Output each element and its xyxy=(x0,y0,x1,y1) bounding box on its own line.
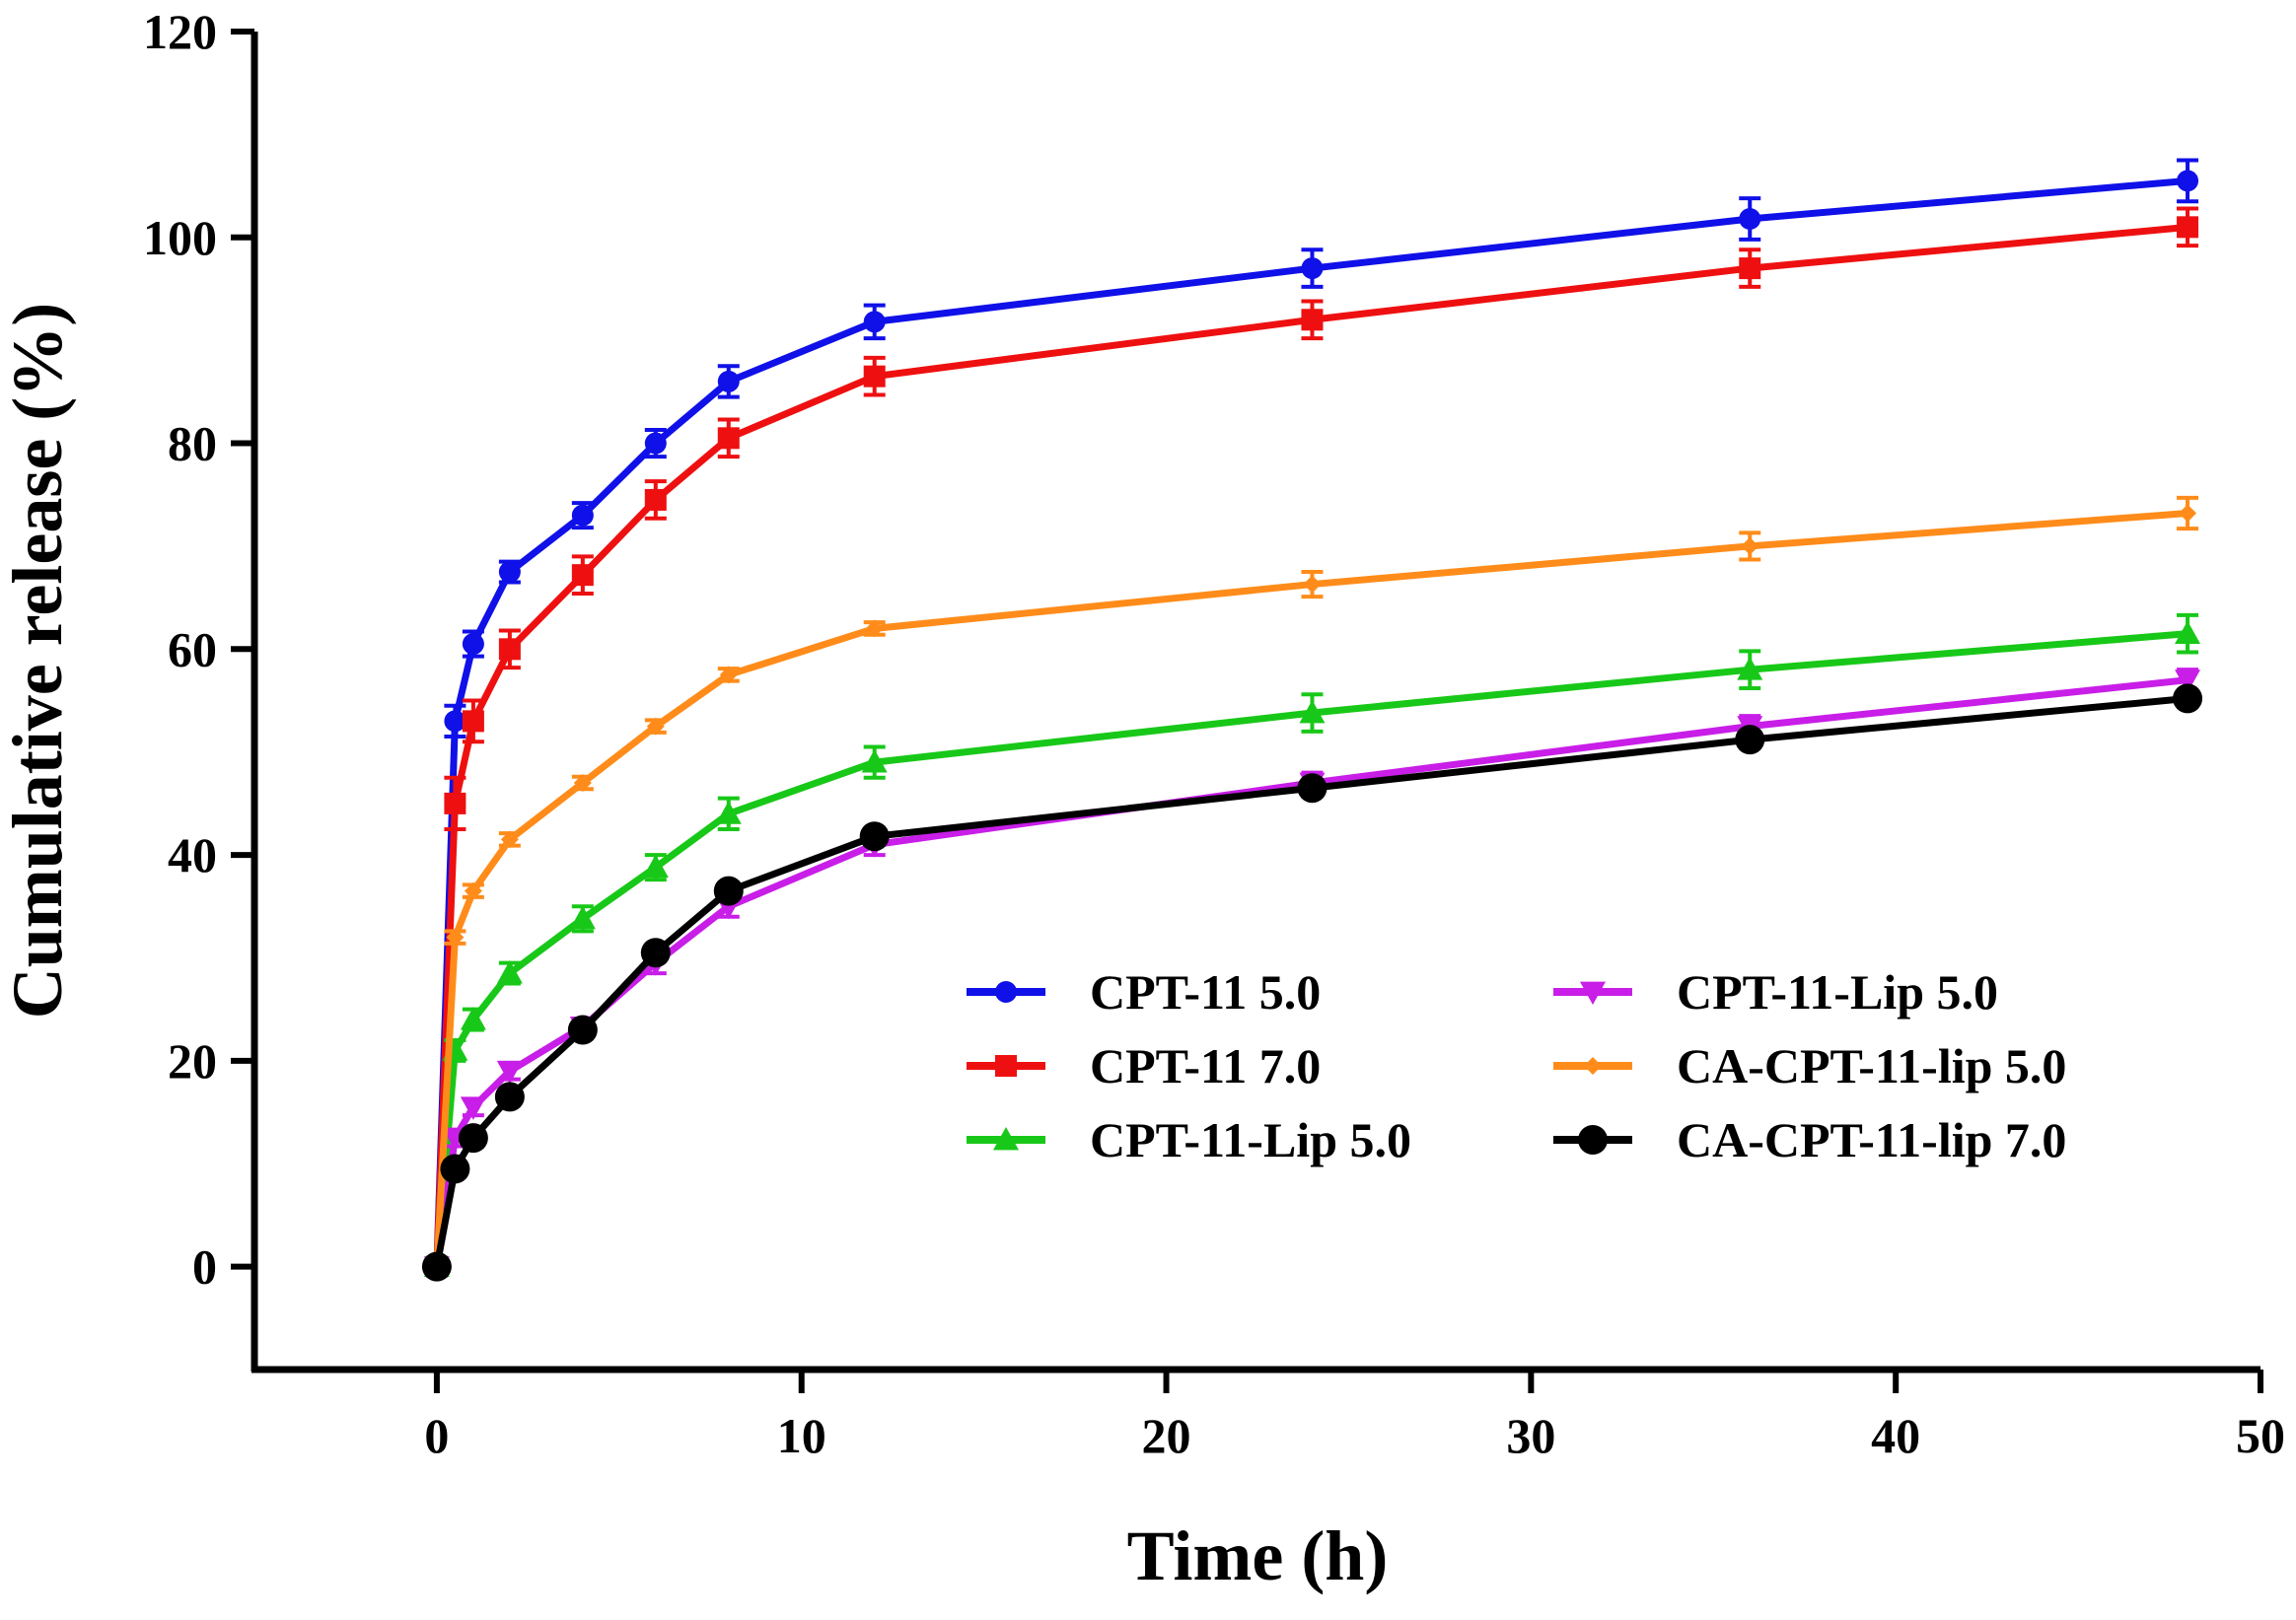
legend-label: CPT-11 7.0 xyxy=(1090,1038,1321,1093)
legend-label: CA-CPT-11-lip 7.0 xyxy=(1677,1112,2066,1167)
data-point xyxy=(444,792,466,814)
data-point xyxy=(1297,773,1327,804)
data-point xyxy=(2179,504,2197,523)
legend-item: CPT-11-Lip 5.0 xyxy=(1553,964,1998,1020)
legend-swatch-marker xyxy=(1584,1057,1602,1075)
legend-swatch-marker xyxy=(993,1127,1019,1151)
data-point xyxy=(458,1123,488,1154)
data-point xyxy=(863,311,886,333)
data-point xyxy=(717,427,740,450)
legend-item: CPT-11 5.0 xyxy=(967,964,1321,1020)
data-point xyxy=(460,1096,486,1120)
legend-label: CPT-11 5.0 xyxy=(1090,964,1321,1020)
legend-swatch-marker xyxy=(1578,1125,1608,1155)
series-3 xyxy=(423,612,2201,1278)
data-point xyxy=(440,1154,470,1184)
y-tick-label: 100 xyxy=(143,210,217,265)
legend-swatch-marker xyxy=(995,1055,1017,1077)
data-point xyxy=(865,619,884,638)
data-point xyxy=(1739,207,1761,230)
data-point xyxy=(462,710,484,733)
x-tick-label: 0 xyxy=(424,1408,449,1463)
y-axis-title: Cumulative release (%) xyxy=(0,303,77,1020)
x-axis-title: Time (h) xyxy=(1127,1516,1389,1595)
y-tick-label: 120 xyxy=(143,4,217,59)
data-point xyxy=(496,1060,523,1085)
data-point xyxy=(1301,309,1324,331)
data-point xyxy=(569,905,596,930)
data-point xyxy=(1739,257,1761,280)
series-2 xyxy=(425,206,2199,1278)
y-tick-label: 40 xyxy=(168,827,217,882)
series-5 xyxy=(427,495,2199,1276)
data-point xyxy=(2177,216,2199,239)
data-point xyxy=(462,633,484,656)
legend-item: CA-CPT-11-lip 5.0 xyxy=(1553,1038,2066,1093)
legend-item: CPT-11-Lip 5.0 xyxy=(967,1112,1411,1167)
data-point xyxy=(421,1251,452,1282)
legend-item: CPT-11 7.0 xyxy=(967,1038,1321,1093)
data-point xyxy=(1303,575,1322,594)
data-point xyxy=(446,928,465,947)
data-point xyxy=(646,717,665,736)
legend-label: CPT-11-Lip 5.0 xyxy=(1677,964,1998,1020)
data-point xyxy=(444,710,466,733)
data-point xyxy=(1301,257,1324,280)
data-point xyxy=(713,876,744,906)
series-layer xyxy=(421,158,2203,1282)
x-tick-label: 10 xyxy=(777,1408,826,1463)
series-6 xyxy=(421,683,2203,1282)
series-1 xyxy=(425,158,2199,1278)
series-line xyxy=(433,223,2188,1267)
legend-swatch-marker xyxy=(1580,981,1606,1005)
data-point xyxy=(498,561,521,584)
data-point xyxy=(2175,620,2201,645)
data-point xyxy=(861,749,888,773)
data-point xyxy=(460,1007,486,1030)
data-point xyxy=(859,821,890,852)
data-point xyxy=(863,365,886,387)
data-point xyxy=(1741,536,1759,555)
data-point xyxy=(1735,725,1765,755)
data-point xyxy=(464,881,482,900)
data-point xyxy=(496,960,523,984)
data-point xyxy=(644,488,667,511)
x-tick-label: 40 xyxy=(1871,1408,1920,1463)
data-point xyxy=(571,564,594,587)
y-tick-label: 20 xyxy=(168,1033,217,1089)
data-point xyxy=(1299,700,1326,724)
data-point xyxy=(571,504,594,527)
x-tick-label: 50 xyxy=(2236,1408,2285,1463)
data-point xyxy=(715,801,742,824)
data-point xyxy=(573,774,592,793)
legend-label: CPT-11-Lip 5.0 xyxy=(1090,1112,1411,1167)
data-point xyxy=(500,830,519,849)
data-point xyxy=(717,370,740,392)
data-point xyxy=(1737,657,1763,680)
y-tick-label: 80 xyxy=(168,416,217,471)
y-tick-label: 60 xyxy=(168,621,217,676)
data-point xyxy=(642,854,669,879)
data-point xyxy=(498,638,521,661)
y-tick-label: 0 xyxy=(192,1239,217,1295)
data-point xyxy=(2173,683,2203,714)
data-point xyxy=(494,1082,525,1112)
data-point xyxy=(644,432,667,455)
data-point xyxy=(2175,669,2201,693)
data-point xyxy=(719,666,738,684)
data-point xyxy=(567,1015,598,1045)
legend-swatch-marker xyxy=(995,981,1017,1003)
x-tick-label: 30 xyxy=(1506,1408,1555,1463)
data-point xyxy=(640,938,671,968)
legend: CPT-11 5.0 CPT-11 7.0 CPT-11-Lip 5.0 CPT-11… xyxy=(967,964,2066,1167)
axes: 0 20 40 60 80 100 120 0 10 20 30 40 50 xyxy=(143,4,2285,1463)
data-point xyxy=(2177,170,2199,192)
legend-item: CA-CPT-11-lip 7.0 xyxy=(1553,1112,2066,1167)
legend-label: CA-CPT-11-lip 5.0 xyxy=(1677,1038,2066,1093)
x-tick-label: 20 xyxy=(1142,1408,1191,1463)
